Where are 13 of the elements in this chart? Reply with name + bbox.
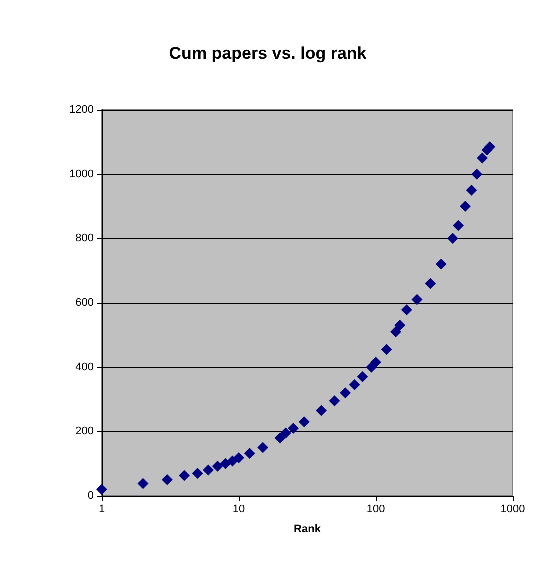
y-tick-label: 1000 bbox=[70, 168, 94, 180]
x-tick-label: 100 bbox=[366, 504, 386, 516]
y-tick-label: 400 bbox=[76, 361, 94, 374]
x-tick-label: 1 bbox=[98, 504, 106, 516]
x-axis-title: Rank bbox=[294, 524, 322, 536]
x-tick-label: 10 bbox=[232, 504, 246, 516]
y-tick-label: 800 bbox=[76, 232, 94, 245]
y-tick-label: 1200 bbox=[70, 104, 94, 116]
y-tick-label: 200 bbox=[76, 426, 94, 438]
y-tick-label: 600 bbox=[76, 297, 94, 309]
y-tick-label: 0 bbox=[88, 490, 94, 502]
x-tick-label: 1000 bbox=[500, 504, 526, 516]
chart-title: Cum papers vs. log rank bbox=[169, 44, 368, 63]
